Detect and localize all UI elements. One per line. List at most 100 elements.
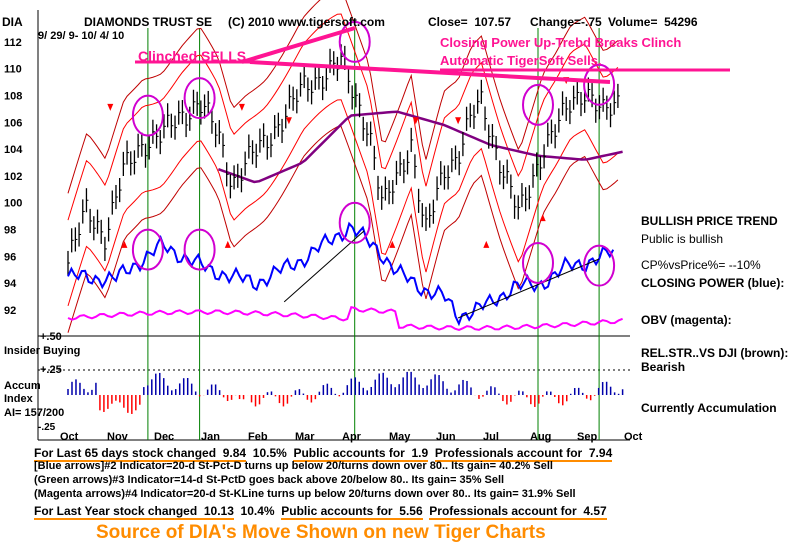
clinched-sells-label: Clinched SELLS [138, 48, 247, 64]
stats-65-changed: For Last 65 days stock changed 9.84 [34, 446, 247, 462]
signal-arrow-5 [389, 240, 396, 248]
y-tick-98: 98 [4, 225, 16, 237]
y-tick-104: 104 [4, 144, 23, 156]
stats-year-pct: 10.4% [240, 504, 275, 518]
month-nov-1: Nov [107, 431, 129, 443]
y-tick-110: 110 [4, 64, 22, 76]
month-oct-12: Oct [624, 431, 643, 443]
minus-25-label: -.25 [38, 422, 56, 433]
signal-arrow-8 [455, 117, 462, 125]
signal-arrow-1 [121, 240, 128, 248]
security-name: DIAMONDS TRUST SE [84, 15, 213, 29]
pointer-line-1 [241, 26, 356, 64]
price-bars [67, 44, 620, 276]
stats-65-pct: 10.5% [252, 446, 287, 460]
ai-value: AI= 157/200 [4, 407, 65, 419]
signal-ring-8 [522, 242, 554, 284]
month-mar-5: Mar [295, 431, 315, 443]
highlight-marks [131, 20, 730, 287]
signal-arrow-3 [238, 103, 245, 111]
closing-power-layer [67, 221, 615, 327]
month-dec-2: Dec [154, 431, 174, 443]
plus-25-label: +.25 [40, 364, 62, 376]
closing-power-label: CLOSING POWER (blue): [641, 276, 785, 290]
copyright-label: (C) 2010 www.tigersoft.com [228, 15, 385, 29]
month-jan-3: Jan [201, 431, 220, 443]
stats-year-public: Public accounts for 5.56 [281, 504, 423, 520]
cp-vs-price-label: CP%vsPrice%= --10% [641, 258, 761, 272]
y-axis-ticks: 92 94 96 98 100 102 104 106 108 110 112 [4, 37, 23, 317]
month-jul-9: Jul [483, 431, 499, 443]
obv-layer [67, 305, 623, 331]
stats-year-professionals: Professionals account for 4.57 [429, 504, 607, 520]
month-sep-11: Sep [577, 431, 597, 443]
signal-ring-9 [583, 244, 616, 287]
closing-power-note-2: Automatic TigerSoft Sells. [440, 53, 602, 68]
accumulation-label: Currently Accumulation [641, 401, 777, 415]
change-value: Change=-.75 [530, 15, 602, 29]
signal-ring-6 [183, 228, 216, 271]
volume-value: Volume= 54296 [608, 15, 698, 29]
stats-65-public: Public accounts for 1.9 [293, 446, 429, 462]
pointer-line-2 [249, 60, 611, 84]
y-tick-96: 96 [4, 251, 16, 263]
bearish-label: Bearish [641, 360, 686, 374]
signal-ring-0 [131, 94, 164, 137]
stats-65-days: For Last 65 days stock changed 9.84 10.5… [34, 446, 613, 462]
cp-trendline-2 [457, 258, 600, 319]
signal-arrow-6 [412, 117, 419, 125]
lower-band [67, 99, 619, 307]
obv-label: OBV (magenta): [641, 313, 732, 327]
footer-caption: Source of DIA's Move Shown on new Tiger … [96, 522, 546, 543]
signal-ring-3 [522, 83, 554, 126]
y-tick-92: 92 [4, 305, 16, 317]
close-value: Close= 107.57 [428, 15, 512, 29]
stats-year-changed: For Last Year stock changed 10.13 [34, 504, 234, 520]
outer-upper-band [67, 0, 619, 194]
accumulation-bars [67, 371, 624, 414]
plus-50-label: +.50 [40, 331, 62, 343]
y-tick-112: 112 [4, 37, 22, 49]
stats-65-professionals: Professionals account for 7.94 [434, 446, 613, 462]
y-tick-108: 108 [4, 91, 22, 103]
note-blue-arrows: [Blue arrows]#2 Indicator=20-d St-Pct-D … [34, 460, 553, 472]
stats-last-year: For Last Year stock changed 10.13 10.4% … [34, 504, 607, 520]
signal-ring-2 [338, 20, 371, 63]
signal-arrow-0 [107, 103, 114, 111]
bullish-trend-label: BULLISH PRICE TREND [641, 214, 778, 228]
month-aug-10: Aug [530, 431, 551, 443]
insider-buying-label: Insider Buying [4, 345, 81, 357]
moving-average-layer [217, 110, 623, 184]
month-feb-4: Feb [248, 431, 268, 443]
obv-line [67, 305, 623, 331]
public-bullish-label: Public is bullish [641, 232, 724, 246]
signal-arrow-7 [483, 240, 490, 248]
month-apr-6: Apr [342, 431, 362, 443]
signal-ring-4 [583, 63, 616, 106]
closing-power-note-1: Closing Power Up-Trebd Breaks Clinch [440, 35, 682, 50]
signal-ring-1 [183, 77, 216, 120]
signal-arrow-4 [285, 117, 292, 125]
accum-label: Accum [4, 380, 41, 392]
signal-ring-7 [338, 201, 371, 244]
signal-arrows [107, 77, 570, 248]
date-range: 9/ 29/ 9- 10/ 4/ 10 [38, 30, 125, 42]
outer-lower-band [67, 126, 619, 333]
month-oct-0: Oct [60, 431, 79, 443]
note-magenta-arrows: (Magenta arrows)#4 Indicator=20-d St-KLi… [34, 488, 576, 500]
relstr-label: REL.STR..VS DJI (brown): [641, 346, 789, 360]
note-green-arrows: (Green arrows)#3 Indicator=14-d St-PctD … [34, 474, 505, 486]
signal-arrow-10 [539, 214, 546, 222]
ticker-label: DIA [2, 15, 23, 29]
month-may-7: May [389, 431, 411, 443]
signal-arrow-2 [224, 240, 231, 248]
y-tick-94: 94 [4, 278, 17, 290]
signal-ring-5 [131, 228, 164, 271]
y-tick-106: 106 [4, 117, 22, 129]
panel-frames [37, 10, 630, 441]
y-tick-102: 102 [4, 171, 22, 183]
month-jun-8: Jun [436, 431, 456, 443]
y-tick-100: 100 [4, 198, 22, 210]
month-labels: Oct Nov Dec Jan Feb Mar Apr May Jun Jul Aug Sep Oct [60, 431, 643, 443]
